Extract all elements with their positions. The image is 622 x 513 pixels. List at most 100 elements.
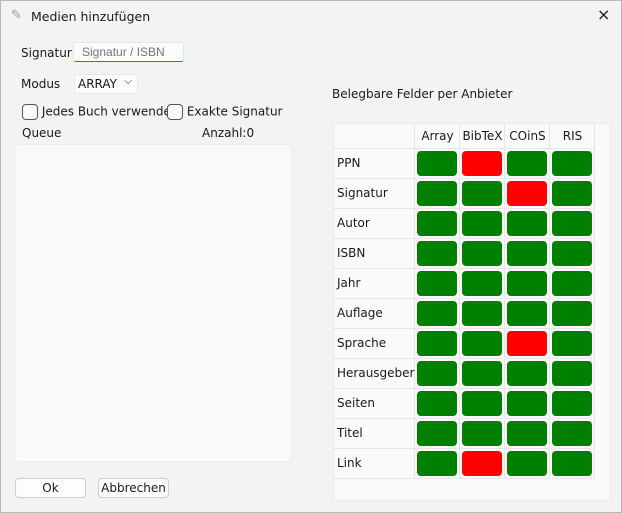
cell [504,417,551,449]
supported-indicator [552,330,593,356]
supported-indicator [462,330,503,356]
cell [549,297,596,329]
queue-list[interactable] [14,144,292,462]
cell [414,177,461,209]
cell [504,327,551,359]
cell [414,417,461,449]
supported-indicator [552,360,593,386]
close-button[interactable]: × [597,5,611,24]
cell [414,387,461,419]
supported-indicator [417,210,458,236]
column-header: Array [414,124,461,149]
every-book-label: Jedes Buch verwenden [41,104,179,119]
cell [549,327,596,359]
supported-indicator [462,180,503,206]
supported-indicator [507,210,548,236]
cell [504,237,551,269]
supported-indicator [417,300,458,326]
row-label: Link [334,447,416,479]
checkbox-box[interactable] [167,104,183,120]
table-row: Herausgeber [334,357,596,389]
cell [549,267,596,299]
supported-indicator [462,420,503,446]
unsupported-indicator [462,150,503,176]
cell [414,237,461,269]
table-row: Jahr [334,267,596,299]
unsupported-indicator [507,180,548,206]
cell [459,147,506,179]
cell [549,387,596,419]
signatur-input[interactable] [73,42,184,62]
row-label: Autor [334,207,416,239]
supported-indicator [417,420,458,446]
supported-indicator [417,360,458,386]
cell [504,357,551,389]
supported-indicator [507,150,548,176]
supported-indicator [462,270,503,296]
queue-label: Queue [22,126,62,140]
every-book-checkbox[interactable]: Jedes Buch verwenden [22,104,179,120]
supported-indicator [507,360,548,386]
row-label: PPN [334,147,416,179]
cell [549,447,596,479]
supported-indicator [462,300,503,326]
cell [459,207,506,239]
cell [459,447,506,479]
table-row: Titel [334,417,596,449]
cell [414,147,461,179]
fields-table: Array BibTeX COinS RIS PPN Signatur Autor ISBN J… [333,123,611,501]
cell [504,447,551,479]
exact-signatur-checkbox[interactable]: Exakte Signatur [167,104,283,120]
table-row: Seiten [334,387,596,419]
row-label: Jahr [334,267,416,299]
supported-indicator [507,420,548,446]
supported-indicator [417,180,458,206]
cell [459,327,506,359]
cell [549,237,596,269]
supported-indicator [552,240,593,266]
table-row: Sprache [334,327,596,359]
supported-indicator [507,270,548,296]
table-row: Autor [334,207,596,239]
cell [459,297,506,329]
supported-indicator [417,150,458,176]
table-row: Signatur [334,177,596,209]
cell [504,147,551,179]
supported-indicator [507,390,548,416]
row-label: Seiten [334,387,416,419]
cell [504,387,551,419]
unsupported-indicator [507,330,548,356]
supported-indicator [552,390,593,416]
cell [549,207,596,239]
modus-select[interactable]: ARRAY ⌵ [74,74,138,94]
cell [414,327,461,359]
cancel-button[interactable]: Abbrechen [98,478,169,498]
fields-title: Belegbare Felder per Anbieter [332,87,513,101]
checkbox-box[interactable] [22,104,38,120]
ok-button[interactable]: Ok [15,478,86,498]
cell [459,267,506,299]
supported-indicator [552,450,593,476]
cell [414,357,461,389]
cell [459,177,506,209]
cell [414,207,461,239]
cell [549,417,596,449]
cell [549,177,596,209]
cell [459,417,506,449]
modus-value: ARRAY [78,77,118,91]
unsupported-indicator [462,450,503,476]
cell [549,357,596,389]
table-row: PPN [334,147,596,179]
cell [459,237,506,269]
supported-indicator [507,240,548,266]
supported-indicator [507,300,548,326]
row-label: Auflage [334,297,416,329]
supported-indicator [417,240,458,266]
row-label: ISBN [334,237,416,269]
column-header: COinS [504,124,551,149]
column-header: RIS [549,124,596,149]
cell [504,297,551,329]
cell [459,387,506,419]
supported-indicator [462,210,503,236]
